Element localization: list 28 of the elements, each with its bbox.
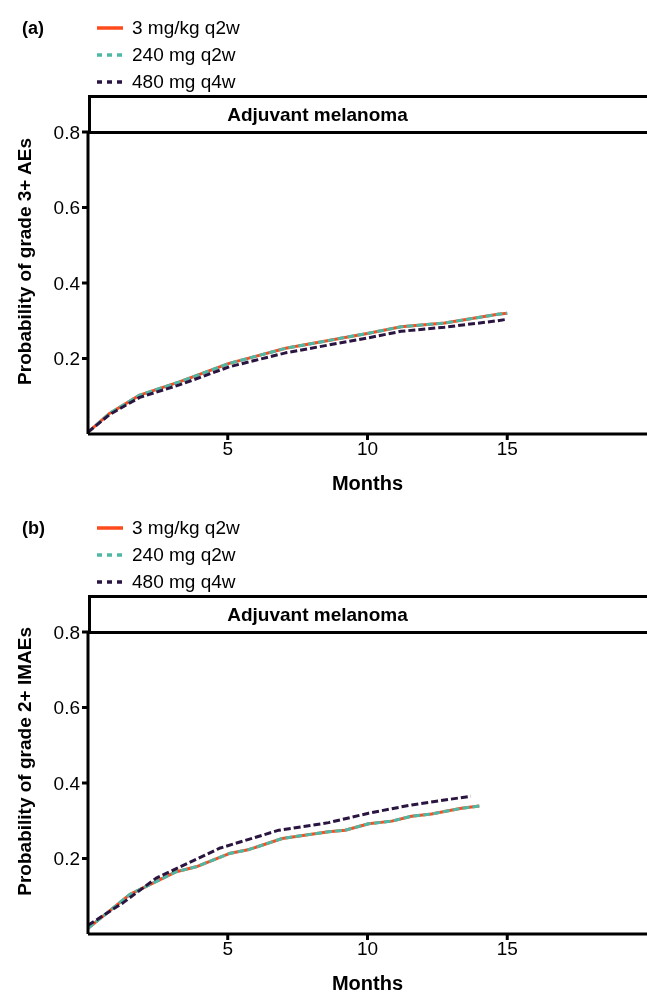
- text: (b): [22, 518, 45, 539]
- legend-label: 480 mg q4w: [132, 70, 236, 93]
- x-axis-title: Months: [331, 472, 404, 494]
- legend-label: 240 mg q2w: [132, 43, 236, 66]
- y-tick-label: 0.2: [53, 348, 80, 370]
- y-tick-label: 0.4: [53, 772, 81, 794]
- x-tick-label: 10: [356, 438, 379, 460]
- x-tick-label: 15: [496, 938, 518, 960]
- y-tick-label: 0.6: [53, 697, 80, 719]
- y-tick-label: 0.8: [53, 621, 80, 643]
- y-tick-label: 0.4: [53, 272, 81, 294]
- y-tick-label: 0.2: [53, 848, 80, 870]
- legend-label: 3 mg/kg q2w: [132, 516, 240, 539]
- y-tick-label: 0.6: [53, 197, 80, 219]
- x-axis-title: Months: [331, 972, 404, 994]
- y-axis-title: Probability of grade 2+ IMAEs: [14, 626, 36, 896]
- chart-title: Adjuvant melanoma: [226, 603, 409, 627]
- legend-label: 3 mg/kg q2w: [132, 16, 240, 39]
- y-tick-label: 0.8: [53, 121, 80, 143]
- chart-title: Adjuvant melanoma: [226, 103, 409, 127]
- y-axis-title: Probability of grade 3+ AEs: [14, 137, 36, 385]
- x-tick-label: 5: [222, 938, 234, 960]
- x-tick-label: 5: [222, 438, 234, 460]
- x-tick-label: 10: [356, 938, 379, 960]
- x-tick-label: 15: [496, 438, 518, 460]
- legend-label: 480 mg q4w: [132, 570, 236, 593]
- text: (a): [22, 18, 44, 39]
- legend-label: 240 mg q2w: [132, 543, 236, 566]
